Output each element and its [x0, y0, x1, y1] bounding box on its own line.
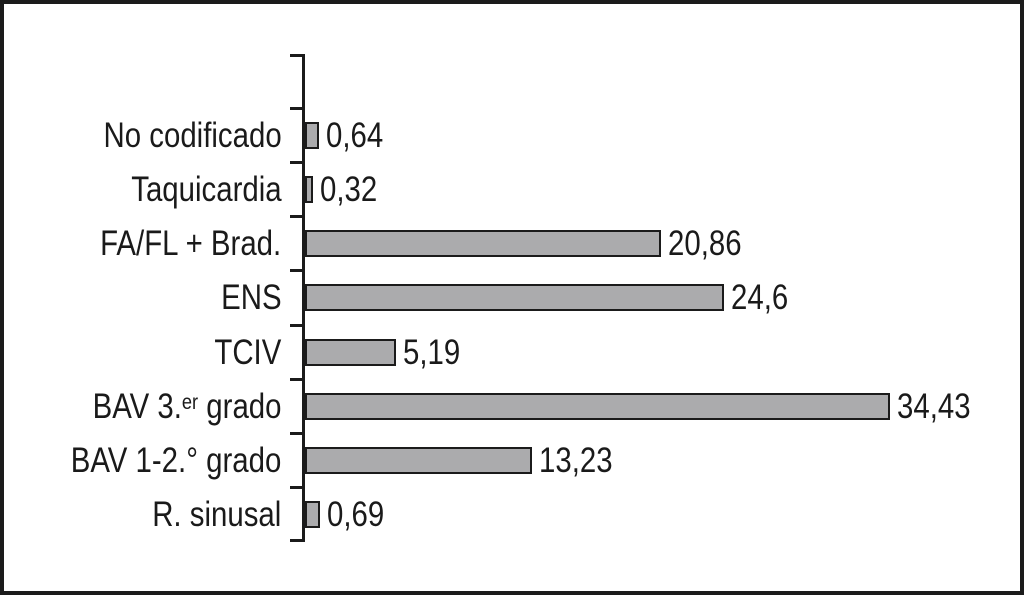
y-axis-tick [290, 539, 303, 542]
y-axis-tick [290, 377, 303, 381]
category-label-text: No codificado [103, 115, 282, 155]
value-label: 13,23 [538, 440, 613, 480]
y-axis-tick [290, 269, 303, 273]
value-label: 0,64 [325, 115, 384, 155]
bar-row: R. sinusal 0,69 [4, 488, 1020, 542]
category-label-text: BAV 1-2.° grado [70, 440, 282, 480]
value-label: 0,69 [326, 495, 384, 535]
category-label: BAV 1-2.° grado [4, 443, 290, 478]
y-axis-line [302, 54, 305, 542]
category-label-text: R. sinusal [152, 495, 282, 535]
category-label: ENS [4, 280, 290, 315]
y-axis-tick [290, 323, 303, 327]
y-axis-tick [290, 54, 303, 57]
y-axis-tick [290, 215, 303, 219]
category-label: Taquicardia [4, 172, 290, 207]
category-label-text: TCIV [214, 332, 282, 372]
bar [305, 392, 890, 420]
value-label: 0,32 [320, 169, 378, 209]
value-label: 5,19 [402, 332, 460, 372]
value-label: 20,86 [667, 224, 742, 264]
category-label: R. sinusal [4, 497, 290, 532]
category-label-text: FA/FL + Brad. [100, 224, 282, 264]
category-label: BAV 3.er grado [4, 389, 290, 424]
bar-row: TCIV 5,19 [4, 325, 1020, 379]
bar-chart: No codificado 0,64 Taquicardia 0,32 FA/FL + … [4, 54, 1020, 542]
y-axis-tick [290, 160, 303, 164]
category-label: No codificado [4, 118, 290, 153]
y-axis-tick [290, 431, 303, 435]
bar [305, 230, 661, 258]
bar-row: No codificado 0,64 [4, 108, 1020, 162]
bar [305, 284, 724, 312]
bar-row: ENS 24,6 [4, 271, 1020, 325]
bar-row: Taquicardia 0,32 [4, 162, 1020, 216]
bar [305, 175, 314, 203]
y-axis-tick [290, 486, 303, 490]
bar [305, 121, 319, 149]
bar [305, 501, 320, 529]
bar-row: FA/FL + Brad. 20,86 [4, 217, 1020, 271]
bar-row: BAV 1-2.° grado 13,23 [4, 433, 1020, 487]
bar [305, 338, 396, 366]
value-label: 34,43 [896, 386, 971, 426]
bar-row: BAV 3.er grado 34,43 [4, 379, 1020, 433]
category-label-text: BAV 3.er grado [92, 386, 282, 426]
category-label: TCIV [4, 335, 290, 370]
bar [305, 446, 532, 474]
category-label: FA/FL + Brad. [4, 226, 290, 261]
category-label-text: ENS [221, 278, 282, 318]
y-axis-tick [290, 106, 303, 110]
category-label-text: Taquicardia [131, 169, 282, 209]
value-label: 24,6 [730, 278, 788, 318]
